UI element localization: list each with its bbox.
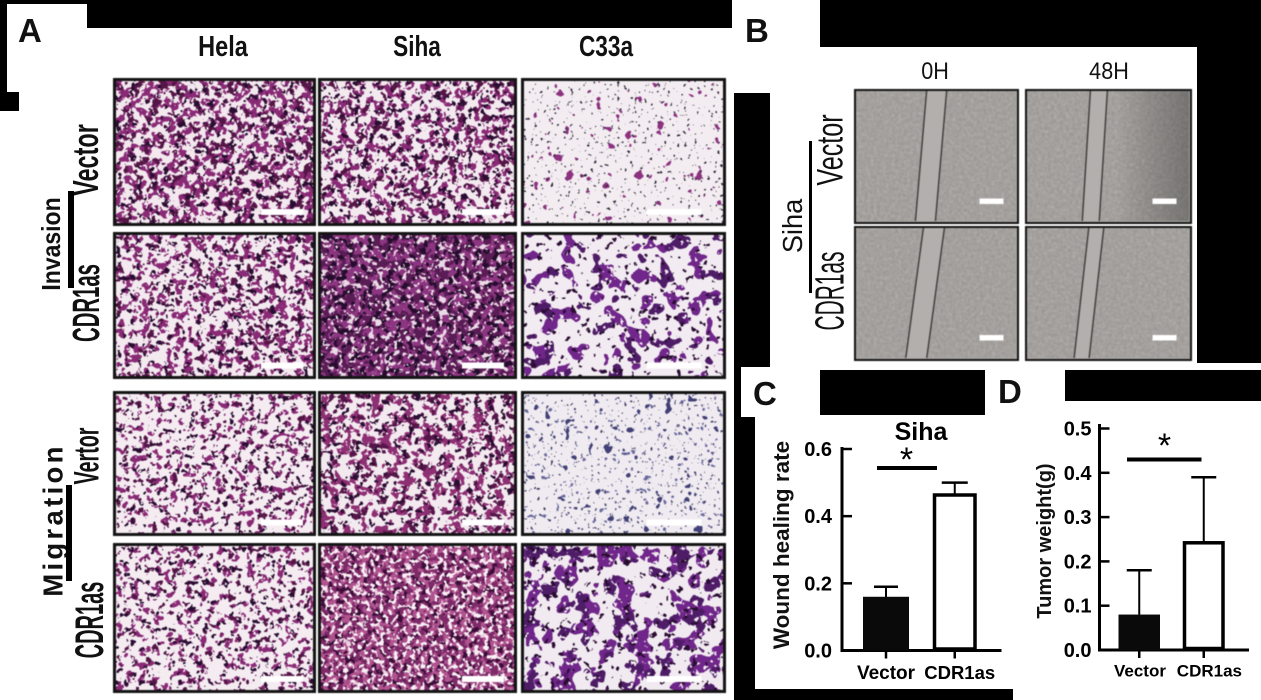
- svg-text:*: *: [900, 441, 913, 479]
- svg-text:0.5: 0.5: [1064, 419, 1092, 441]
- svg-text:*: *: [1158, 427, 1171, 465]
- svg-text:0.2: 0.2: [1064, 551, 1092, 573]
- svg-text:0.2: 0.2: [804, 573, 832, 595]
- svg-text:Siha: Siha: [895, 418, 949, 446]
- svg-text:0.4: 0.4: [804, 506, 833, 528]
- svg-text:0.6: 0.6: [804, 439, 832, 461]
- svg-text:0.1: 0.1: [1064, 596, 1092, 618]
- svg-text:Vector: Vector: [1114, 662, 1166, 681]
- svg-text:0.3: 0.3: [1064, 507, 1092, 529]
- svg-text:CDR1as: CDR1as: [1177, 662, 1242, 681]
- svg-text:CDR1as: CDR1as: [924, 662, 995, 683]
- svg-text:Vector: Vector: [857, 663, 916, 684]
- svg-text:0.0: 0.0: [1064, 640, 1092, 662]
- svg-text:0.0: 0.0: [804, 641, 832, 663]
- svg-text:0.4: 0.4: [1064, 463, 1093, 485]
